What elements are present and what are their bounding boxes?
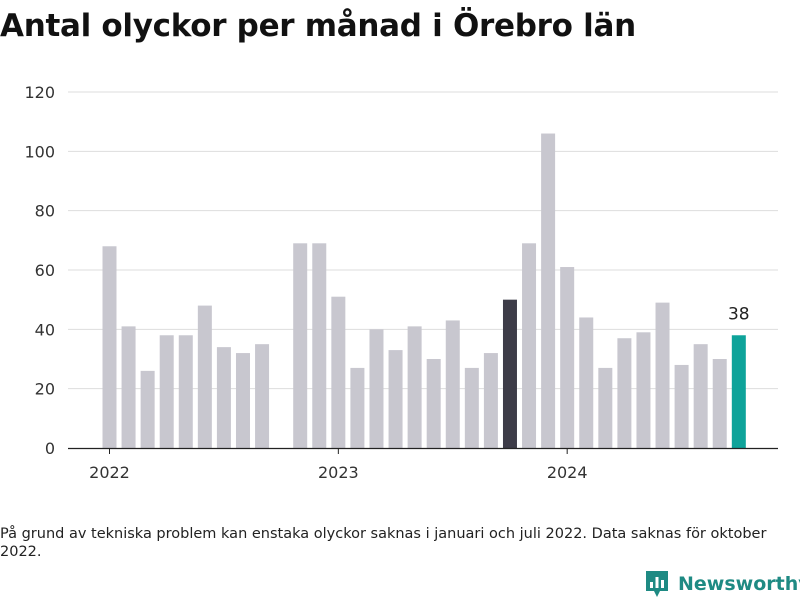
y-tick-label: 100 <box>24 142 55 161</box>
bar <box>636 332 651 448</box>
x-tick-label: 2022 <box>89 463 130 482</box>
brand-name: Newsworthy <box>678 573 800 595</box>
bar <box>255 344 270 448</box>
bar <box>502 299 517 448</box>
y-tick-label: 60 <box>35 261 55 280</box>
bar <box>426 359 441 448</box>
y-tick-label: 80 <box>35 202 55 221</box>
y-tick-label: 0 <box>45 439 55 458</box>
bar <box>464 367 479 448</box>
bar <box>388 350 403 448</box>
bar <box>140 370 155 448</box>
data-label: 38 <box>728 304 750 324</box>
y-tick-label: 120 <box>24 83 55 102</box>
bar <box>541 133 556 449</box>
bar <box>350 367 365 448</box>
bar <box>693 344 708 448</box>
bar <box>331 296 346 448</box>
newsworthy-logo[interactable]: Newsworthy <box>644 569 800 599</box>
bar <box>617 338 632 448</box>
y-tick-label: 20 <box>35 380 55 399</box>
bar <box>293 243 308 448</box>
bar <box>102 246 117 448</box>
bar <box>407 326 422 448</box>
y-tick-label: 40 <box>35 320 55 339</box>
bar <box>121 326 136 448</box>
bar <box>522 243 537 448</box>
bar <box>598 367 613 448</box>
bar <box>483 353 498 448</box>
bar <box>655 302 670 448</box>
bar <box>674 364 689 448</box>
x-tick-label: 2024 <box>547 463 588 482</box>
bar <box>445 320 460 448</box>
bar <box>731 335 746 448</box>
bar <box>312 243 327 448</box>
x-tick-label: 2023 <box>318 463 359 482</box>
bar <box>560 267 575 448</box>
newsworthy-logo-icon <box>646 571 668 597</box>
bar <box>712 359 727 448</box>
footnote: På grund av tekniska problem kan enstaka… <box>0 526 767 560</box>
bar <box>369 329 384 448</box>
bar-chart: 0 20 40 60 80 100 120 2022 2023 2024 38 <box>24 83 778 482</box>
bar <box>178 335 193 448</box>
bar <box>235 353 250 448</box>
chart-title: Antal olyckor per månad i Örebro län <box>0 8 636 44</box>
bar <box>159 335 174 448</box>
bar <box>197 305 212 448</box>
bar <box>216 347 231 448</box>
bar <box>579 317 594 448</box>
